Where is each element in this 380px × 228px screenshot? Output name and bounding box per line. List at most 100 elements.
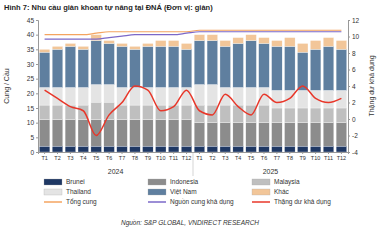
- bar: [297, 90, 308, 108]
- legend: BruneiIndonesiaMalaysiaThailandViệt NamK…: [44, 178, 331, 206]
- bar: [285, 123, 296, 146]
- legend-label: Thặng dư khả dụng: [274, 198, 331, 206]
- bar: [259, 43, 270, 87]
- bar: [336, 146, 347, 152]
- legend-item: Thailand: [44, 188, 91, 195]
- tick-mark: [36, 137, 38, 138]
- bar: [130, 49, 141, 87]
- tick: 10: [348, 33, 360, 40]
- tick: T3: [222, 152, 228, 161]
- bar: [130, 120, 141, 146]
- tick-label: T9: [299, 155, 305, 161]
- bar: [194, 123, 205, 146]
- bar: [194, 41, 205, 85]
- legend-item: Thặng dư khả dụng: [252, 198, 331, 206]
- tick-label: T12: [182, 155, 191, 161]
- bar: [52, 46, 63, 49]
- tick-mark: [36, 93, 38, 94]
- bar: [336, 123, 347, 146]
- bar: [143, 146, 154, 152]
- tick-mark: [348, 136, 350, 137]
- bar: [91, 102, 102, 120]
- tick-mark: [328, 152, 329, 154]
- tick-mark: [147, 152, 148, 154]
- bar: [220, 105, 231, 123]
- tick-label: 30: [27, 61, 35, 68]
- tick-label: 4: [352, 83, 356, 90]
- bar: [259, 38, 270, 44]
- tick-label: T2: [209, 155, 215, 161]
- tick-mark: [44, 152, 45, 154]
- tick-label: -4: [352, 149, 358, 156]
- bar: [104, 85, 115, 103]
- bar: [130, 146, 141, 152]
- tick-label: T1: [196, 155, 202, 161]
- bar: [323, 146, 334, 152]
- tick-mark: [289, 152, 290, 154]
- line: [45, 86, 342, 136]
- bar: [310, 108, 321, 123]
- tick: T1: [41, 152, 47, 161]
- bar: [143, 120, 154, 146]
- tick: -4: [348, 149, 358, 156]
- tick: T11: [169, 152, 178, 161]
- tick-mark: [251, 152, 252, 154]
- tick-label: T6: [106, 155, 112, 161]
- bar: [310, 146, 321, 152]
- bar: [220, 41, 231, 47]
- bar: [220, 146, 231, 152]
- tick-label: 45: [27, 17, 35, 24]
- tick: T6: [261, 152, 267, 161]
- bar: [285, 108, 296, 123]
- bar: [104, 146, 115, 152]
- bar: [104, 41, 115, 44]
- legend-label: Việt Nam: [170, 188, 197, 195]
- bar: [310, 49, 321, 90]
- tick-mark: [36, 64, 38, 65]
- tick-mark: [225, 152, 226, 154]
- bar: [52, 105, 63, 120]
- bar: [310, 41, 321, 50]
- bar: [181, 43, 192, 49]
- legend-swatch: [44, 189, 62, 195]
- tick: 12: [348, 17, 360, 24]
- bar: [246, 123, 257, 146]
- tick-mark: [186, 152, 187, 154]
- bar: [207, 146, 218, 152]
- bar: [259, 123, 270, 146]
- bar: [323, 108, 334, 123]
- tick: T9: [145, 152, 151, 161]
- tick-label: T7: [274, 155, 280, 161]
- bar: [272, 90, 283, 108]
- bar: [78, 49, 89, 87]
- tick-label: T1: [41, 155, 47, 161]
- tick: 25: [27, 75, 38, 82]
- group-label: 2025: [263, 168, 279, 175]
- tick: 2: [348, 99, 356, 106]
- bar: [246, 41, 257, 88]
- bar: [143, 105, 154, 120]
- bar-series: [39, 41, 346, 91]
- tick: T5: [93, 152, 99, 161]
- bar: [207, 85, 218, 106]
- bar: [78, 120, 89, 146]
- group-label: 2024: [108, 168, 124, 175]
- bar: [233, 43, 244, 87]
- tick-label: 25: [27, 75, 35, 82]
- bar: [310, 123, 321, 146]
- tick-label: T2: [54, 155, 60, 161]
- tick-mark: [199, 152, 200, 154]
- bar: [65, 46, 76, 87]
- bar: [272, 46, 283, 90]
- tick-label: 12: [352, 17, 360, 24]
- bar: [336, 108, 347, 123]
- tick-mark: [173, 152, 174, 154]
- tick-label: T11: [324, 155, 333, 161]
- bar: [297, 146, 308, 152]
- tick-mark: [36, 152, 38, 153]
- tick: T7: [274, 152, 280, 161]
- tick-mark: [212, 152, 213, 154]
- bar: [246, 87, 257, 105]
- tick-label: 15: [27, 105, 35, 112]
- bar: [323, 123, 334, 146]
